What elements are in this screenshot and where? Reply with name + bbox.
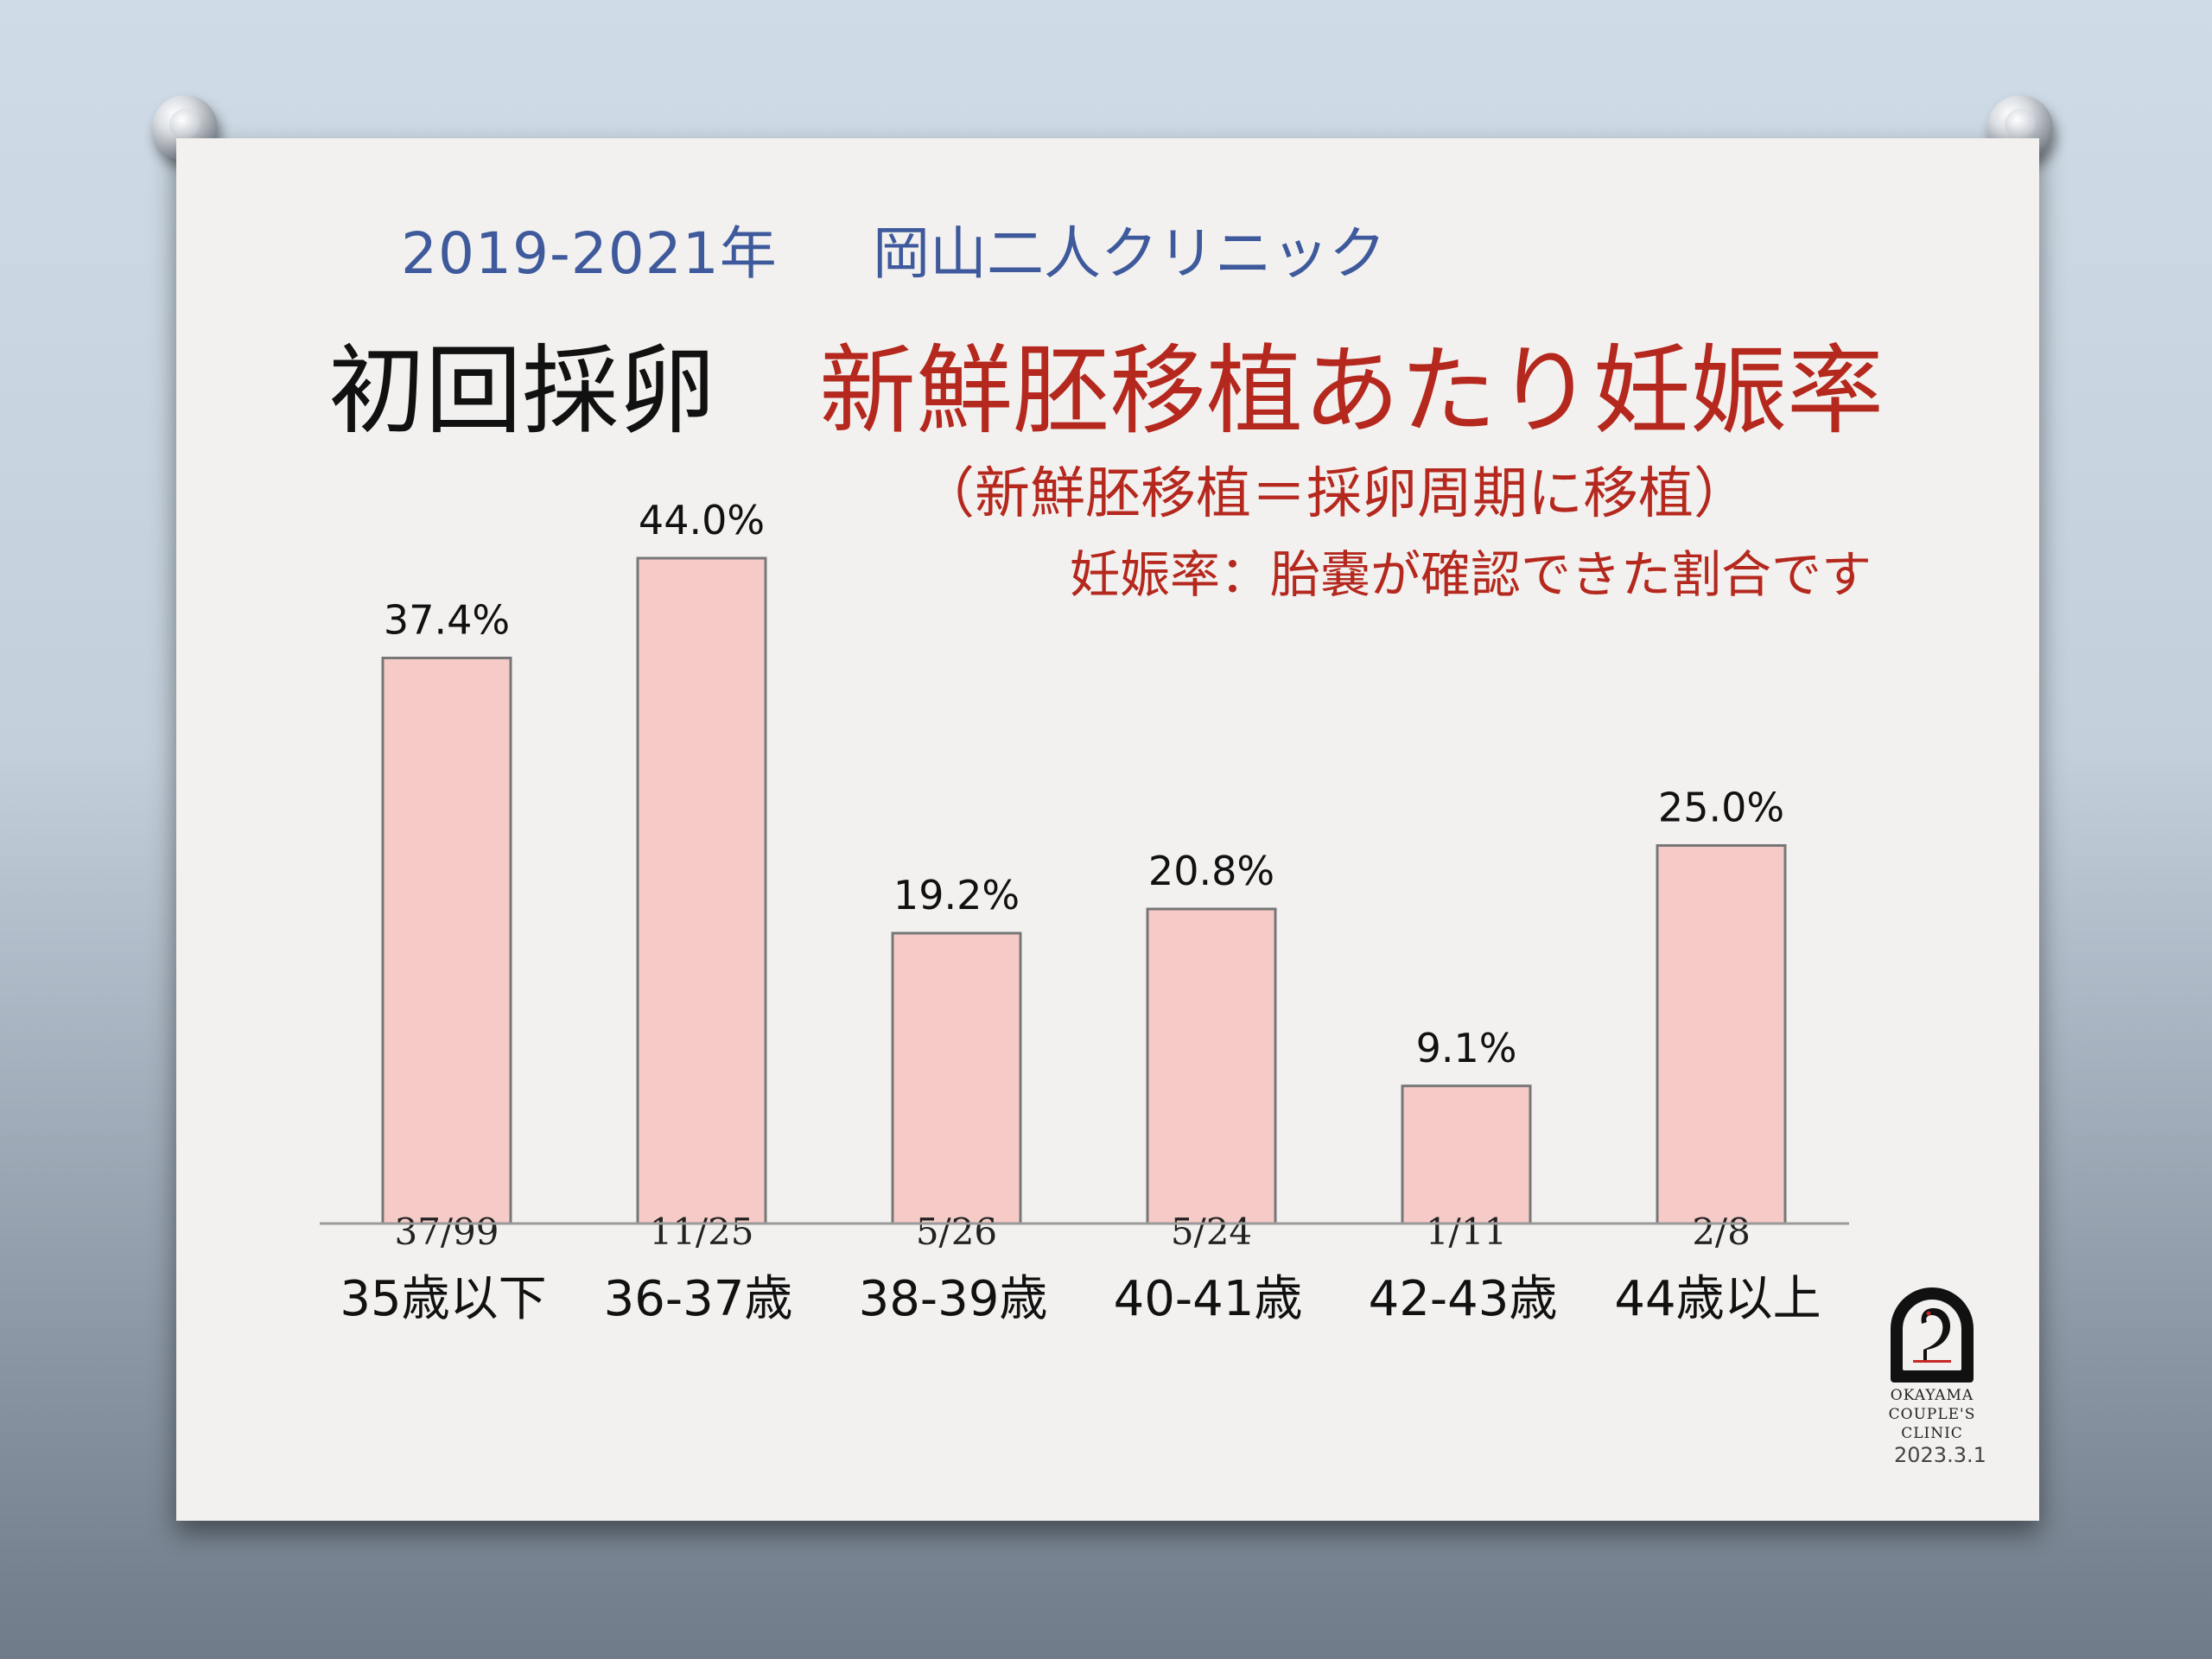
clinic-logo [1891, 1287, 1974, 1382]
category-tick-label: 38-39歳 [859, 1271, 1048, 1327]
category-tick-label: 40-41歳 [1114, 1271, 1303, 1327]
data-label: 44.0% [639, 497, 765, 543]
logo-line-3: CLINIC [1901, 1425, 1963, 1442]
data-label: 37.4% [384, 597, 510, 644]
category-tick-label: 44歳以上 [1614, 1271, 1821, 1327]
crane-logo-icon [1913, 1308, 1951, 1363]
data-label: 20.8% [1148, 848, 1274, 894]
logo-text: OKAYAMA COUPLE'S CLINIC [1884, 1386, 1980, 1443]
count-label: 37/99 [394, 1211, 499, 1253]
count-label: 1/11 [1426, 1211, 1507, 1253]
rate-note: 妊娠率：胎嚢が確認できた割合です [1070, 545, 1872, 604]
bar [1146, 907, 1277, 1225]
data-label: 19.2% [893, 872, 1020, 918]
logo-line-1: OKAYAMA [1890, 1387, 1974, 1404]
category-tick-label: 35歳以下 [340, 1271, 546, 1327]
category-tick-label: 42-43歳 [1369, 1271, 1558, 1327]
slide-date: 2023.3.1 [1894, 1443, 1986, 1467]
count-label: 2/8 [1692, 1211, 1751, 1253]
count-label: 5/24 [1171, 1211, 1252, 1253]
title-prefix: 初回採卵 [328, 335, 715, 448]
chart-title: 新鮮胚移植あたり妊娠率 [819, 335, 1884, 448]
count-label: 11/25 [649, 1211, 753, 1253]
bar [1401, 1084, 1532, 1225]
data-label: 25.0% [1658, 785, 1784, 831]
bar [891, 931, 1022, 1225]
bar [636, 556, 767, 1225]
data-label: 9.1% [1416, 1025, 1517, 1071]
logo-line-2: COUPLE'S [1888, 1406, 1976, 1423]
bar [1656, 844, 1787, 1225]
count-label: 5/26 [916, 1211, 997, 1253]
category-tick-label: 36-37歳 [604, 1271, 793, 1327]
bar [381, 657, 512, 1225]
clinic-name: 岡山二人クリニック [873, 220, 1386, 287]
period-subtitle: 2019-2021年 [401, 220, 778, 287]
definition-note: （新鮮胚移植＝採卵周期に移植） [919, 462, 1749, 526]
